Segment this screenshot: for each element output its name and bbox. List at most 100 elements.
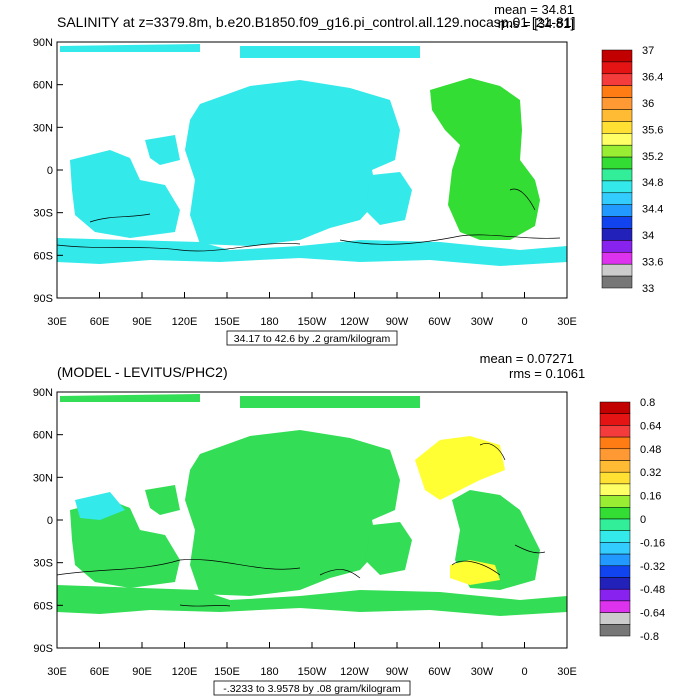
panel-title: (MODEL - LEVITUS/PHC2)	[57, 364, 228, 380]
lon-tick-label: 60E	[90, 316, 110, 328]
contour-lines	[57, 188, 561, 252]
colorbar: 37 36.4 36 35.6 35.2 34.8 34.4 34 33.6 33	[601, 45, 663, 295]
range-box: -.3233 to 3.9578 by .08 gram/kilogram	[213, 680, 411, 696]
lon-tick-label: 30E	[47, 666, 67, 678]
map-plot	[57, 392, 567, 648]
colorbar-label: 34	[642, 230, 654, 242]
panel-title: SALINITY at z=3379.8m, b.e20.B1850.f09_g…	[57, 14, 576, 30]
colorbar-swatch	[599, 624, 631, 637]
colorbar-label: 36	[642, 98, 654, 110]
colorbar-swatch	[599, 436, 631, 450]
colorbar-swatch	[599, 460, 631, 473]
colorbar-swatch	[599, 495, 631, 508]
lat-tick-label: 30S	[33, 558, 53, 570]
rms-label: rms = 0.1061	[509, 366, 585, 381]
colorbar-swatch	[601, 49, 633, 63]
colorbar-label: 0.64	[640, 420, 661, 432]
colorbar-swatch	[601, 240, 633, 253]
colorbar-swatch	[599, 483, 631, 496]
colorbar-swatch	[599, 401, 631, 414]
colorbar-swatch	[599, 530, 631, 543]
ocean-region	[57, 44, 567, 266]
range-label: 34.17 to 42.6 by .2 gram/kilogram	[234, 333, 391, 345]
colorbar-swatch	[601, 133, 633, 146]
rms-label: rms = [34.81]	[498, 16, 574, 31]
colorbar-swatch	[601, 192, 633, 205]
lon-tick-label: 90W	[386, 666, 409, 678]
lat-tick-label: 0	[47, 515, 53, 527]
colorbar-swatch	[601, 121, 633, 134]
colorbar-swatch	[601, 144, 633, 158]
lon-tick-label: 150W	[298, 316, 327, 328]
colorbar-swatch	[599, 542, 631, 555]
colorbar-label: 33	[642, 283, 654, 295]
colorbar-swatch	[601, 168, 633, 182]
colorbar-label: 0.16	[640, 491, 661, 503]
colorbar-swatch	[599, 471, 631, 485]
colorbar-label: 35.6	[642, 124, 663, 136]
colorbar-label: 33.6	[642, 257, 663, 269]
colorbar-label: 34.8	[642, 177, 663, 189]
colorbar-label: 0.8	[640, 397, 655, 409]
lon-tick-label: 180	[260, 316, 278, 328]
colorbar-swatch	[601, 275, 633, 289]
range-box: 34.17 to 42.6 by .2 gram/kilogram	[226, 330, 398, 346]
colorbar-swatch	[599, 565, 631, 578]
lon-tick-label: 30E	[47, 316, 67, 328]
lat-tick-label: 90N	[33, 387, 53, 399]
colorbar-label: 34.4	[642, 204, 663, 216]
colorbar-swatch	[599, 553, 631, 567]
contour-lines	[57, 443, 546, 607]
lon-axis: 30E 60E 90E 120E 150E 180 150W 120W 90W 60W 30W 0 30…	[47, 642, 577, 678]
lon-tick-label: 90W	[386, 316, 409, 328]
lon-tick-label: 0	[521, 666, 527, 678]
lon-tick-label: 120W	[340, 666, 369, 678]
lat-tick-label: 30S	[33, 208, 53, 220]
lat-tick-label: 60S	[33, 250, 53, 262]
colorbar-swatch	[599, 588, 631, 602]
mean-label: mean = 34.81	[494, 2, 574, 17]
colorbar-swatch	[599, 518, 631, 531]
colorbar-label: 0.48	[640, 444, 661, 456]
lon-tick-label: 30W	[471, 316, 494, 328]
colorbar-swatch	[601, 85, 633, 98]
lat-axis: 90N 60N 30N 0 30S 60S 90S	[33, 37, 63, 305]
colorbar-swatch	[601, 228, 633, 241]
colorbar-swatch	[599, 612, 631, 625]
lon-tick-label: 150E	[214, 666, 240, 678]
colorbar-swatch	[599, 413, 631, 426]
colorbar-swatch	[599, 600, 631, 613]
colorbar-label: -0.32	[640, 561, 665, 573]
map-plot	[57, 42, 567, 298]
colorbar-swatch	[601, 263, 633, 277]
cyan-region	[75, 492, 125, 520]
colorbar-label: 0.32	[640, 467, 661, 479]
atlantic-region	[415, 436, 505, 585]
colorbar-label: -0.48	[640, 584, 665, 596]
colorbar-swatch	[599, 577, 631, 590]
colorbar-swatch	[599, 448, 631, 461]
colorbar-label: -0.64	[640, 608, 665, 620]
lon-tick-label: 90E	[132, 316, 152, 328]
lat-tick-label: 0	[47, 165, 53, 177]
lat-tick-label: 60N	[33, 80, 53, 92]
lon-tick-label: 150W	[298, 666, 327, 678]
lat-axis: 90N 60N 30N 0 30S 60S 90S	[33, 387, 63, 655]
colorbar-label: -0.8	[640, 631, 659, 643]
lon-tick-label: 180	[260, 666, 278, 678]
colorbar-swatch	[601, 61, 633, 75]
lon-tick-label: 120E	[172, 316, 198, 328]
colorbar-swatch	[601, 180, 633, 194]
lat-tick-label: 30N	[33, 472, 53, 484]
lon-axis: 30E 60E 90E 120E 150E 180 150W 120W 90W 60W 30W 0 30…	[47, 292, 577, 328]
colorbar-label: 37	[642, 45, 654, 57]
mean-label: mean = 0.07271	[480, 351, 574, 366]
colorbar-swatch	[601, 216, 633, 229]
atlantic-region	[430, 78, 540, 240]
lon-tick-label: 60E	[90, 666, 110, 678]
colorbar-swatch	[599, 425, 631, 438]
colorbar-swatch	[601, 73, 633, 86]
colorbar-swatch	[601, 97, 633, 110]
lat-tick-label: 90N	[33, 37, 53, 49]
